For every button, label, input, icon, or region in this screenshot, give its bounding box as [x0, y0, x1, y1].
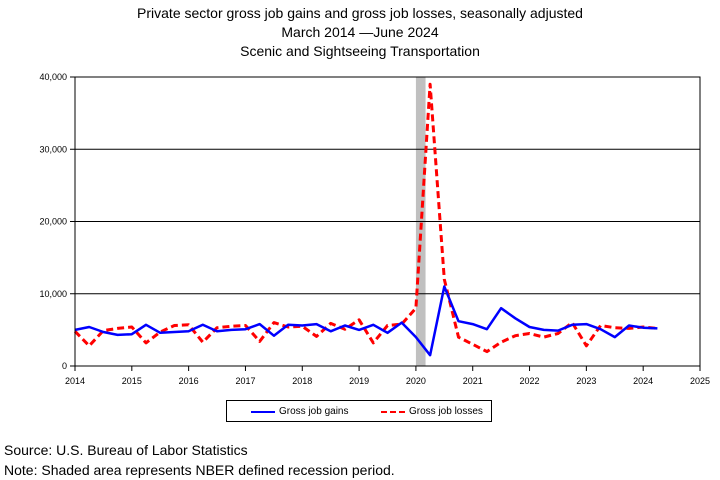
x-tick-label: 2015: [122, 376, 142, 386]
legend-label-losses: Gross job losses: [409, 406, 483, 417]
y-tick-label: 30,000: [39, 144, 67, 154]
y-tick-label: 0: [62, 361, 67, 371]
y-tick-label: 40,000: [39, 72, 67, 82]
source-note: Source: U.S. Bureau of Labor Statistics: [4, 442, 248, 458]
x-tick-label: 2018: [292, 376, 312, 386]
x-tick-label: 2022: [520, 376, 540, 386]
x-tick-label: 2017: [235, 376, 255, 386]
chart-date-range: March 2014 —June 2024: [281, 24, 439, 40]
y-tick-label: 10,000: [39, 289, 67, 299]
plot-frame: [74, 76, 701, 367]
chart-industry: Scenic and Sightseeing Transportation: [240, 43, 480, 59]
chart-title: Private sector gross job gains and gross…: [137, 5, 583, 21]
series-line-gross-job-gains: [74, 285, 658, 357]
x-tick-label: 2019: [349, 376, 369, 386]
series-line-gross-job-losses: [73, 82, 658, 354]
x-tick-label: 2014: [65, 376, 85, 386]
chart-titles: Private sector gross job gains and gross…: [0, 4, 720, 61]
recession-note: Note: Shaded area represents NBER define…: [4, 462, 395, 478]
y-tick-label: 20,000: [39, 217, 67, 227]
chart-notes: Source: U.S. Bureau of Labor Statistics …: [4, 440, 395, 480]
legend-label-gains: Gross job gains: [279, 406, 349, 417]
legend-swatch-gains: [251, 411, 275, 413]
x-tick-label: 2020: [406, 376, 426, 386]
legend-swatch-losses: [381, 411, 405, 413]
x-tick-label: 2025: [690, 376, 710, 386]
x-tick-label: 2024: [633, 376, 653, 386]
legend: Gross job gains Gross job losses: [226, 400, 492, 422]
x-tick-label: 2016: [179, 376, 199, 386]
x-tick-label: 2021: [463, 376, 483, 386]
x-tick-label: 2023: [576, 376, 596, 386]
